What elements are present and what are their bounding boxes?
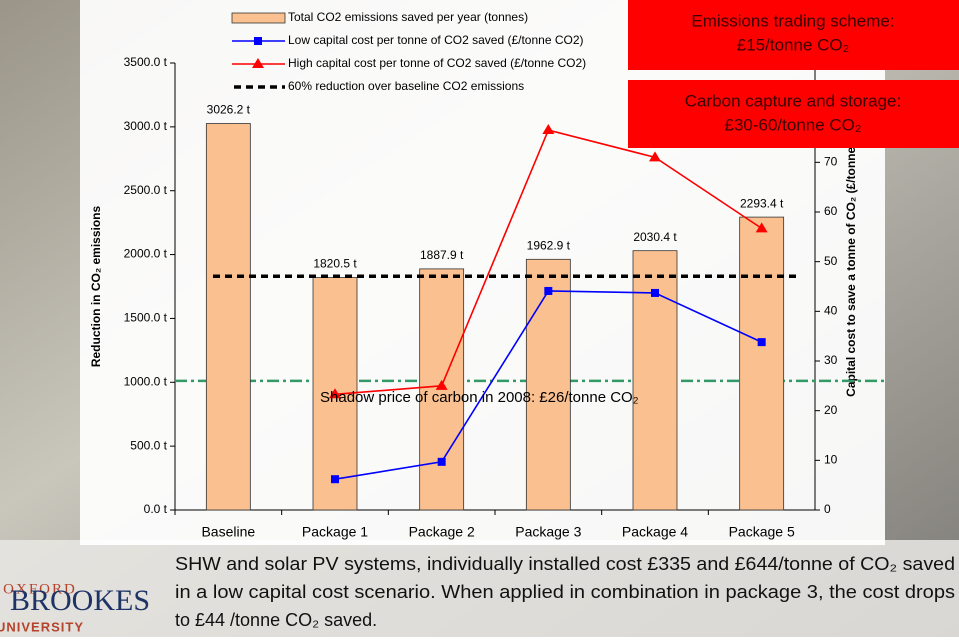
callout-text: £15/tonne CO₂	[737, 35, 849, 54]
logo-middle: BROOKES	[10, 584, 150, 617]
bar-value-label: 1887.9 t	[420, 248, 464, 262]
logo-top: OXFORD	[3, 581, 77, 597]
line-marker	[651, 288, 659, 297]
y-tick-label: 3500.0 t	[124, 55, 168, 69]
bar	[739, 216, 785, 511]
text-backdrop	[0, 540, 959, 637]
y-tick-label: 3000.0 t	[124, 119, 168, 133]
body-text: to £44 /tonne CO₂ saved.	[175, 610, 377, 630]
y2-tick-label: 40	[824, 304, 838, 318]
legend-label: High capital cost per tonne of CO2 saved…	[288, 56, 586, 70]
y-tick-label: 2000.0 t	[124, 247, 168, 261]
bar-value-label: 1820.5 t	[313, 257, 357, 271]
x-tick-label: Package 2	[409, 524, 475, 540]
legend-marker	[254, 37, 262, 45]
bar-value-label: 2293.4 t	[740, 196, 784, 210]
reference-line-label: Shadow price of carbon in 2008: £26/tonn…	[320, 389, 639, 406]
x-tick-label: Baseline	[201, 524, 255, 540]
legend-swatch	[231, 12, 286, 24]
y2-tick-label: 70	[824, 155, 838, 169]
y2-tick-label: 60	[824, 204, 838, 218]
x-tick-label: Package 5	[729, 524, 795, 540]
y2-tick-label: 50	[824, 254, 838, 268]
legend-label: Low capital cost per tonne of CO2 saved …	[288, 33, 584, 47]
y2-tick-label: 10	[824, 453, 838, 467]
body-text: SHW and solar PV systems, individually i…	[175, 554, 955, 574]
callout-text: £30-60/tonne CO₂	[724, 115, 861, 134]
bar-value-label: 2030.4 t	[633, 230, 677, 244]
line-marker	[437, 457, 446, 466]
legend-marker	[252, 58, 264, 68]
y-tick-label: 2500.0 t	[124, 183, 168, 197]
logo-bottom: UNIVERSITY	[0, 619, 84, 634]
y2-tick-label: 30	[824, 353, 838, 367]
body-text: in a low capital cost scenario. When app…	[175, 582, 955, 602]
legend-label: Total CO2 emissions saved per year (tonn…	[288, 10, 528, 24]
line-marker	[331, 475, 339, 484]
x-tick-label: Package 3	[515, 524, 581, 540]
bar-value-label: 1962.9 t	[527, 238, 571, 252]
y-axis-title: Reduction in CO₂ emissions	[89, 205, 103, 367]
line-marker	[755, 222, 768, 233]
callout-box	[628, 0, 959, 70]
y-tick-label: 1000.0 t	[124, 374, 168, 388]
bar	[205, 123, 251, 511]
x-tick-label: Package 1	[302, 524, 368, 540]
line-marker	[435, 379, 448, 390]
callout-text: Carbon capture and storage:	[685, 91, 901, 110]
y2-tick-label: 20	[824, 403, 838, 417]
line-marker	[329, 388, 341, 399]
line-marker	[542, 124, 555, 135]
callout-text: Emissions trading scheme:	[691, 11, 894, 30]
y-tick-label: 1500.0 t	[124, 311, 168, 325]
x-tick-label: Package 4	[622, 524, 688, 540]
line-marker	[757, 338, 766, 347]
line-marker	[544, 286, 553, 295]
y2-axis-title: Capital cost to save a tonne of CO₂ (£/t…	[844, 116, 858, 397]
callout-box	[628, 80, 959, 148]
bar-value-label: 3026.2 t	[207, 103, 251, 117]
y-tick-label: 0.0 t	[144, 502, 168, 516]
y2-tick-label: 0	[824, 502, 831, 516]
legend-label: 60% reduction over baseline CO2 emission…	[288, 79, 524, 93]
y-tick-label: 500.0 t	[130, 438, 167, 452]
line-marker	[649, 151, 661, 162]
bar	[525, 258, 571, 511]
